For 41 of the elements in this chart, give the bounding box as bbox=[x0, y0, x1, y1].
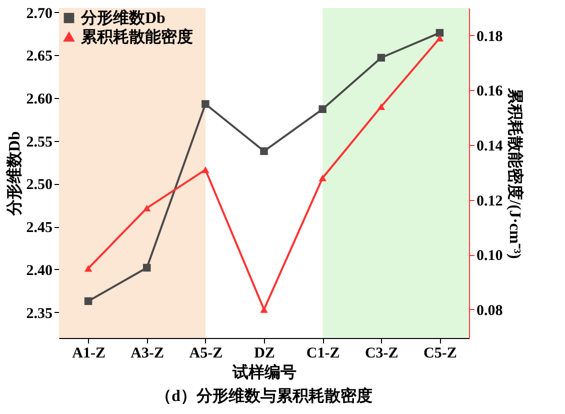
point bbox=[436, 28, 444, 37]
y2-tick-label: 0.16 bbox=[476, 84, 504, 100]
point bbox=[377, 103, 386, 110]
y-tick-label: 2.45 bbox=[26, 220, 52, 236]
point bbox=[260, 306, 268, 313]
point bbox=[84, 265, 92, 272]
y-tick-label: 2.50 bbox=[26, 177, 52, 194]
y-tick-label: 2.70 bbox=[26, 6, 52, 22]
y2-tick-label: 0.08 bbox=[476, 302, 503, 319]
x-tick-label: A3-Z bbox=[130, 346, 164, 362]
y2-axis-title: 累积耗散能密度/(J·cm⁻³) bbox=[506, 87, 525, 259]
y2-tick-label: 0.14 bbox=[476, 138, 504, 155]
x-tick-label: C1-Z bbox=[306, 346, 340, 362]
legend-label: 分形维数Db bbox=[80, 9, 166, 27]
point bbox=[202, 166, 210, 174]
legend-label: 累积耗散能密度 bbox=[80, 27, 193, 46]
x-tick-label: C3-Z bbox=[364, 346, 398, 362]
x-tick-label: A1-Z bbox=[72, 346, 106, 362]
point bbox=[142, 204, 151, 212]
x-tick-label: A5-Z bbox=[189, 346, 223, 362]
y2-tick-label: 0.18 bbox=[476, 28, 503, 45]
y-tick-label: 2.40 bbox=[26, 262, 52, 279]
y-tick-label: 2.60 bbox=[26, 92, 52, 108]
y2-tick-label: 0.12 bbox=[476, 193, 503, 210]
y-tick-label: 2.35 bbox=[26, 306, 52, 322]
y2-tick-label: 0.10 bbox=[476, 248, 503, 264]
point bbox=[202, 100, 210, 108]
y-tick-label: 2.65 bbox=[26, 48, 52, 65]
point bbox=[436, 34, 444, 42]
point bbox=[377, 54, 386, 62]
x-axis-title: 试样编号 bbox=[232, 364, 296, 382]
x-tick-label: DZ bbox=[254, 346, 275, 362]
point bbox=[318, 105, 326, 114]
point bbox=[84, 297, 92, 306]
text: （d）分形维数与累积耗散密度 bbox=[156, 386, 372, 405]
point bbox=[318, 174, 326, 182]
x-tick-label: C5-Z bbox=[424, 346, 457, 362]
point bbox=[142, 264, 151, 272]
y-axis-title: 分形维数Db bbox=[5, 131, 24, 217]
point bbox=[260, 147, 268, 156]
y-tick-label: 2.55 bbox=[26, 134, 52, 150]
